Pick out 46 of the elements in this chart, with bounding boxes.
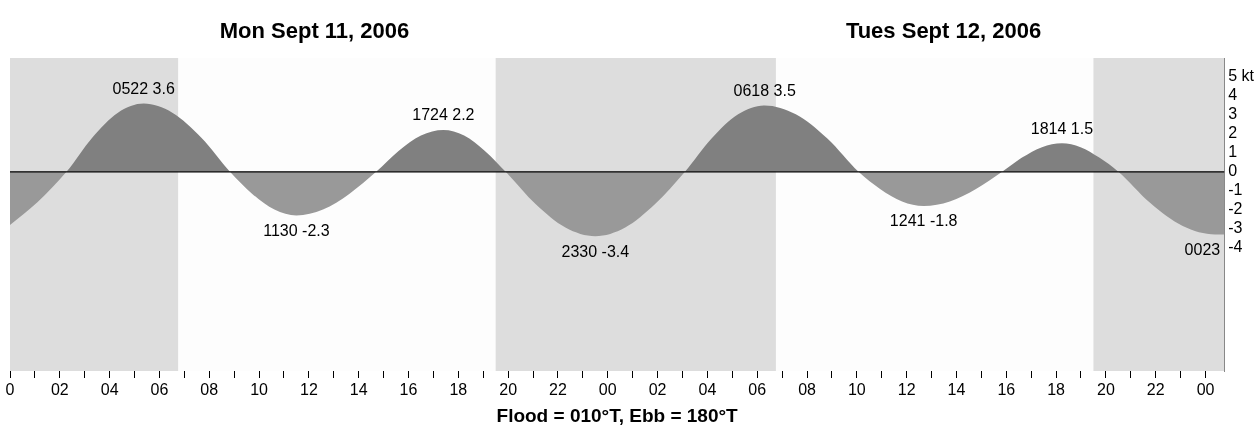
y-tick-label: -1 xyxy=(1228,181,1243,199)
x-tick-label: 04 xyxy=(698,381,717,399)
x-tick-label: 14 xyxy=(947,381,966,399)
annotation: 0522 3.6 xyxy=(112,79,175,97)
annotation: 1130 -2.3 xyxy=(263,221,330,239)
annotation: 1241 -1.8 xyxy=(889,212,958,230)
y-tick-label: 5 kt xyxy=(1228,67,1255,85)
x-tick-label: 12 xyxy=(897,381,916,399)
annotation: 2330 -3.4 xyxy=(561,242,630,260)
x-tick-label: 14 xyxy=(349,381,368,399)
x-tick-label: 0 xyxy=(5,381,15,399)
x-tick-label: 18 xyxy=(1047,381,1066,399)
x-tick-label: 00 xyxy=(1196,381,1215,399)
chart-subtitle: Tues Sept 12, 2006 xyxy=(845,18,1042,44)
y-tick-label: 0 xyxy=(1228,162,1238,180)
y-tick-label: 2 xyxy=(1228,124,1238,142)
x-tick-label: 06 xyxy=(748,381,767,399)
x-tick-label: 08 xyxy=(200,381,219,399)
x-tick-label: 16 xyxy=(997,381,1016,399)
x-tick-label: 20 xyxy=(1097,381,1115,399)
x-tick-label: 10 xyxy=(847,381,866,399)
annotation: 1724 2.2 xyxy=(412,106,475,124)
y-tick-label: -2 xyxy=(1228,200,1243,218)
y-tick-label: -4 xyxy=(1228,238,1243,256)
x-tick-label: 08 xyxy=(798,381,817,399)
y-tick-label: 4 xyxy=(1228,86,1238,104)
y-tick-label: 3 xyxy=(1228,105,1238,123)
y-tick-label: -3 xyxy=(1228,219,1243,237)
x-tick-label: 06 xyxy=(150,381,169,399)
x-tick-label: 04 xyxy=(100,381,119,399)
annotation: 1814 1.5 xyxy=(1030,119,1094,137)
x-tick-label: 02 xyxy=(50,381,69,399)
chart-title: Mon Sept 11, 2006 xyxy=(219,18,410,44)
x-tick-label: 12 xyxy=(299,381,318,399)
x-axis-title: Flood = 010°T, Ebb = 180°T xyxy=(496,404,739,426)
x-tick-label: 18 xyxy=(449,381,468,399)
x-tick-label: 22 xyxy=(1146,381,1165,399)
y-tick-label: 1 xyxy=(1228,143,1238,161)
x-tick-label: 02 xyxy=(648,381,667,399)
x-tick-label: 20 xyxy=(499,381,518,399)
x-tick-label: 10 xyxy=(250,381,269,399)
annotation: 0618 3.5 xyxy=(733,81,796,99)
x-tick-label: 16 xyxy=(399,381,418,399)
x-tick-label: 00 xyxy=(598,381,617,399)
annotation: 0023 xyxy=(1184,240,1221,258)
x-tick-label: 22 xyxy=(549,381,567,399)
